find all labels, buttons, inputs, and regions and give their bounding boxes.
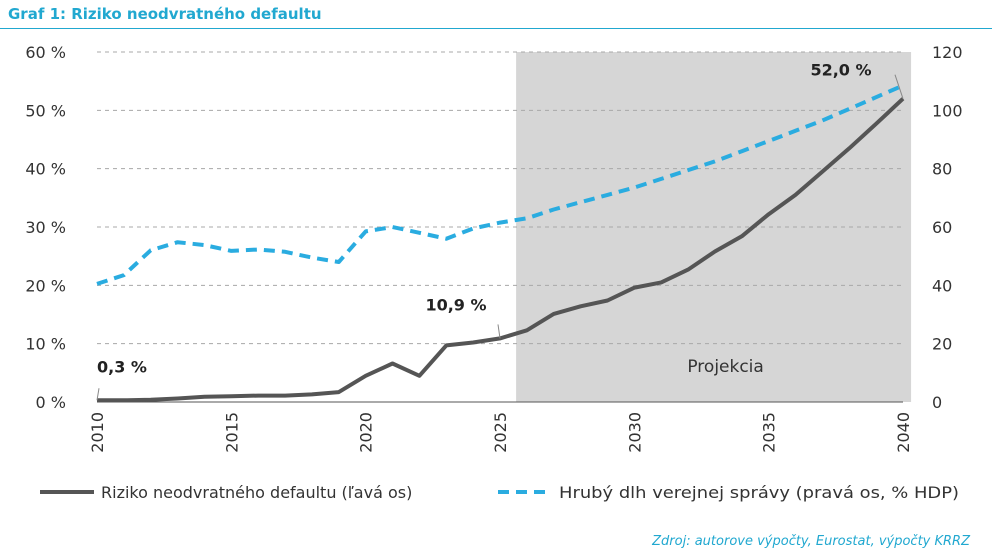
projection-label: Projekcia	[687, 357, 763, 377]
left-axis-tick-label: 10 %	[25, 335, 66, 354]
left-axis-tick-label: 20 %	[25, 276, 66, 295]
title-divider	[0, 28, 992, 29]
x-axis-tick-label: 2010	[88, 412, 107, 453]
right-axis-tick-label: 120	[932, 43, 963, 62]
right-axis-tick-label: 80	[932, 160, 952, 179]
annotation-leader	[96, 388, 100, 401]
x-axis-tick-label: 2015	[222, 412, 241, 453]
annotation-leader	[497, 324, 501, 339]
x-axis-tick-label: 2035	[760, 412, 779, 453]
right-axis-tick-label: 0	[932, 393, 942, 412]
data-label: 0,3 %	[97, 357, 147, 376]
x-axis-tick-label: 2020	[357, 412, 376, 453]
debt-series-line	[96, 83, 904, 286]
left-axis-tick-label: 30 %	[25, 218, 66, 237]
legend-label-risk: Riziko neodvratného defaultu (ľavá os)	[101, 483, 412, 502]
chart-title: Graf 1: Riziko neodvratného defaultu	[8, 5, 322, 23]
right-axis-tick-label: 60	[932, 218, 952, 237]
annotation-leader	[894, 74, 904, 99]
data-label: 52,0 %	[810, 61, 871, 80]
right-axis-tick-label: 20	[932, 335, 952, 354]
x-axis-tick-label: 2030	[625, 412, 644, 453]
left-axis-tick-label: 0 %	[36, 393, 66, 412]
legend-label-debt: Hrubý dlh verejnej správy (pravá os, % H…	[559, 483, 959, 502]
right-axis-tick-label: 40	[932, 276, 952, 295]
left-axis-tick-label: 50 %	[25, 101, 66, 120]
left-axis-tick-label: 60 %	[25, 43, 66, 62]
x-axis-tick-label: 2040	[894, 412, 913, 453]
left-axis-tick-label: 40 %	[25, 160, 66, 179]
right-axis-tick-label: 100	[932, 101, 963, 120]
x-axis-tick-label: 2025	[491, 412, 510, 453]
source-note: Zdroj: autorove výpočty, Eurostat, výpoč…	[652, 534, 970, 549]
data-label: 10,9 %	[425, 295, 486, 314]
